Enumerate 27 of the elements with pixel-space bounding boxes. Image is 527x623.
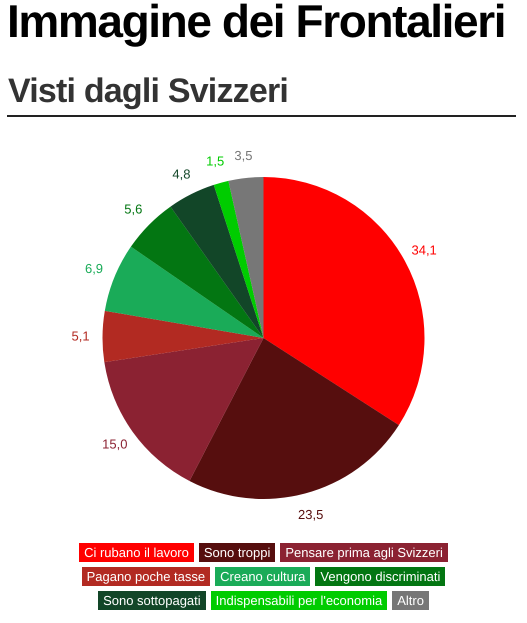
legend-label: Vengono discriminati — [320, 567, 446, 586]
legend-label: Pensare prima agli Svizzeri — [285, 543, 448, 562]
data-label: 4,8 — [172, 166, 190, 182]
pie-slice — [104, 246, 264, 338]
legend-label: Sono sottopagati — [103, 591, 206, 610]
data-label: 5,6 — [124, 201, 142, 216]
pie-slice — [102, 310, 264, 362]
data-label: 34,1 — [411, 242, 437, 258]
legend-label: Sono troppi — [204, 543, 276, 562]
chart-subtitle: Visti dagli Svizzeri — [8, 72, 288, 111]
legend-label: Altro — [397, 591, 429, 610]
pie-slice — [190, 338, 399, 499]
data-label: 3,5 — [234, 148, 252, 164]
data-label: 6,9 — [84, 261, 104, 276]
chart-title: Immagine dei Frontalieri — [7, 0, 506, 48]
legend-label: Pagano poche tasse — [86, 567, 210, 586]
data-label: 15,0 — [102, 436, 128, 452]
pie-slice — [228, 177, 264, 338]
pie-slice — [104, 338, 264, 481]
pie-slice — [214, 180, 264, 338]
pie-slice — [170, 184, 264, 338]
legend-label: Ci rubano il lavoro — [84, 543, 194, 562]
data-label: 5,1 — [71, 328, 90, 344]
data-label: 23,5 — [298, 506, 324, 522]
legend-label: Indispensabili per l'economia — [216, 591, 388, 610]
legend-label: Creano cultura — [220, 567, 310, 586]
data-label: 1,5 — [206, 153, 224, 168]
